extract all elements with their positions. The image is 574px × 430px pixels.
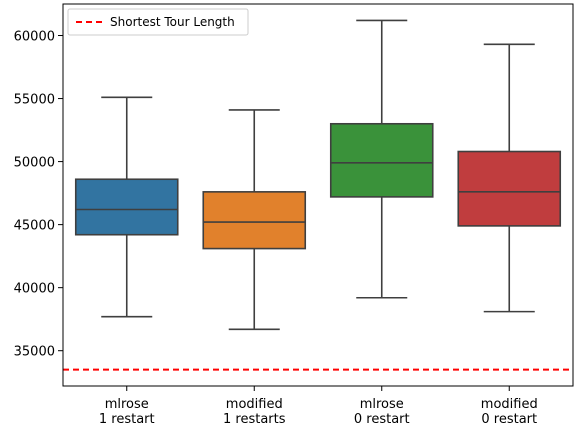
x-tick-label: 1 restarts xyxy=(223,412,286,427)
x-tick-label: modified xyxy=(481,397,538,412)
x-tick-label: mlrose xyxy=(360,397,404,412)
x-tick-label: 0 restart xyxy=(481,412,537,427)
y-tick-label: 45000 xyxy=(14,219,55,234)
legend: Shortest Tour Length xyxy=(67,8,249,36)
x-tick-label: 1 restart xyxy=(99,412,155,427)
legend-label: Shortest Tour Length xyxy=(110,15,235,29)
box xyxy=(329,122,434,198)
legend-frame xyxy=(67,8,249,36)
y-tick-label: 35000 xyxy=(14,345,55,360)
y-tick-label: 40000 xyxy=(14,282,55,297)
y-tick-label: 55000 xyxy=(14,93,55,108)
y-tick-label: 60000 xyxy=(14,30,55,45)
axes-frame xyxy=(62,3,574,387)
box xyxy=(74,178,179,236)
x-tick-label: modified xyxy=(226,397,283,412)
x-tick-label: mlrose xyxy=(105,397,149,412)
x-tick-label: 0 restart xyxy=(354,412,410,427)
box xyxy=(457,150,562,227)
y-tick-label: 50000 xyxy=(14,156,55,171)
box xyxy=(202,191,307,250)
